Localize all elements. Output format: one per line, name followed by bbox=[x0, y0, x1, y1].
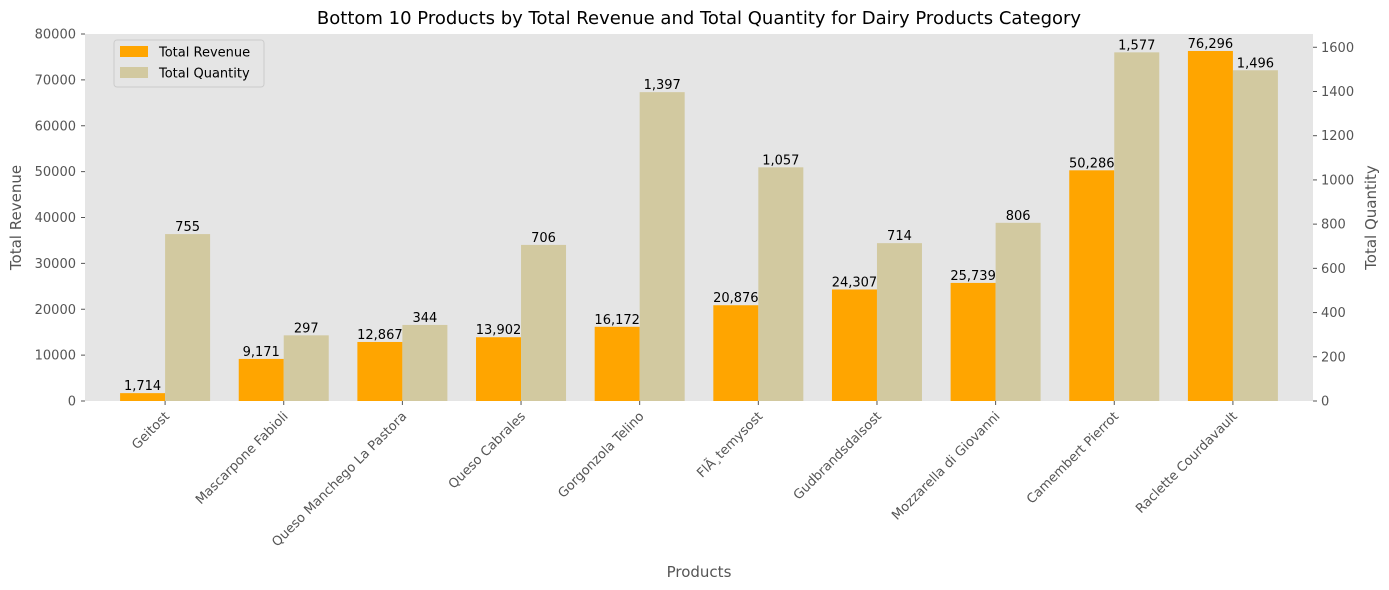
legend-swatch bbox=[120, 67, 148, 78]
x-tick-label: Mascarpone Fabioli bbox=[193, 409, 291, 507]
x-tick-label: FlÃ¸temysost bbox=[694, 409, 767, 482]
y-tick-label: 0 bbox=[68, 395, 76, 410]
quantity-bar-label: 344 bbox=[412, 311, 437, 326]
y2-tick-label: 200 bbox=[1321, 350, 1346, 365]
quantity-bar-label: 1,496 bbox=[1237, 56, 1274, 71]
x-tick-label: Camembert Pierrot bbox=[1024, 409, 1122, 507]
bar-labels-layer: 1,714 9,171 12,867 13,902 16,172 20,876 24,307… bbox=[124, 37, 1274, 394]
y-tick-label: 60000 bbox=[35, 119, 76, 134]
revenue-bar bbox=[238, 358, 284, 401]
x-tick-label: Gudbrandsdalsost bbox=[791, 409, 885, 503]
revenue-bar-label: 9,171 bbox=[243, 345, 280, 360]
quantity-bar-label: 297 bbox=[294, 321, 319, 336]
quantity-bar-label: 1,577 bbox=[1118, 38, 1155, 53]
quantity-bar bbox=[165, 234, 211, 401]
quantity-bar bbox=[402, 324, 448, 401]
quantity-bar bbox=[1232, 70, 1278, 402]
quantity-bar bbox=[995, 222, 1041, 401]
y2-tick-label: 1600 bbox=[1321, 41, 1354, 56]
left-axis: 0 10000 20000 30000 40000 50000 60000 70000 8000… bbox=[35, 28, 85, 410]
quantity-bar-label: 714 bbox=[887, 229, 912, 244]
right-axis: 0 200 400 600 800 1000 1200 1400 1600 bbox=[1313, 41, 1354, 410]
revenue-bar-label: 13,902 bbox=[476, 323, 522, 338]
quantity-bar bbox=[758, 167, 804, 401]
quantity-bar-label: 1,397 bbox=[644, 78, 681, 93]
revenue-bar bbox=[357, 341, 403, 401]
revenue-bar-label: 25,739 bbox=[950, 269, 996, 284]
x-tick-label: Raclette Courdavault bbox=[1133, 409, 1240, 516]
y2-tick-label: 600 bbox=[1321, 262, 1346, 277]
quantity-bar bbox=[521, 244, 567, 401]
revenue-bar bbox=[1187, 50, 1233, 402]
quantity-bar-label: 755 bbox=[175, 220, 200, 235]
y-tick-label: 20000 bbox=[35, 303, 76, 318]
x-tick-label: Gorgonzola Telino bbox=[555, 409, 647, 501]
revenue-bar bbox=[120, 393, 166, 401]
quantity-bar bbox=[283, 335, 329, 401]
revenue-bar bbox=[950, 282, 996, 401]
y-tick-label: 30000 bbox=[35, 257, 76, 272]
quantity-bar bbox=[876, 243, 922, 401]
y2-axis-label: Total Quantity bbox=[1362, 165, 1380, 271]
x-tick-label: Queso Cabrales bbox=[446, 409, 529, 492]
x-tick-label: Queso Manchego La Pastora bbox=[269, 409, 410, 550]
revenue-bar-label: 16,172 bbox=[594, 313, 640, 328]
quantity-bar bbox=[1114, 52, 1160, 401]
quantity-bar bbox=[639, 92, 685, 402]
revenue-bar bbox=[831, 289, 877, 401]
quantity-bar-label: 806 bbox=[1006, 209, 1031, 224]
y2-tick-label: 400 bbox=[1321, 306, 1346, 321]
revenue-bar bbox=[594, 326, 640, 401]
y2-tick-label: 1400 bbox=[1321, 85, 1354, 100]
legend-box bbox=[113, 39, 265, 88]
revenue-bar bbox=[1069, 170, 1115, 401]
revenue-bar bbox=[713, 305, 759, 401]
y-tick-label: 50000 bbox=[35, 165, 76, 180]
y-tick-label: 80000 bbox=[35, 28, 76, 43]
legend-label: Total Quantity bbox=[158, 67, 250, 82]
chart-title: Bottom 10 Products by Total Revenue and … bbox=[317, 8, 1081, 29]
revenue-bar-label: 50,286 bbox=[1069, 156, 1115, 171]
revenue-bar-label: 1,714 bbox=[124, 379, 161, 394]
y2-tick-label: 0 bbox=[1321, 395, 1329, 410]
legend-swatch bbox=[120, 46, 148, 57]
y-tick-label: 10000 bbox=[35, 349, 76, 364]
x-axis-label: Products bbox=[667, 563, 732, 581]
revenue-bar-label: 76,296 bbox=[1188, 37, 1234, 52]
bars-layer bbox=[120, 50, 1278, 402]
x-tick-label: Mozzarella di Giovanni bbox=[889, 409, 1003, 523]
y-tick-label: 70000 bbox=[35, 73, 76, 88]
revenue-bar-label: 24,307 bbox=[832, 275, 878, 290]
y2-tick-label: 1000 bbox=[1321, 173, 1354, 188]
legend-label: Total Revenue bbox=[158, 46, 250, 61]
y-tick-label: 40000 bbox=[35, 211, 76, 226]
y-axis-label: Total Revenue bbox=[7, 165, 25, 271]
revenue-bar-label: 12,867 bbox=[357, 328, 403, 343]
quantity-bar-label: 1,057 bbox=[762, 153, 799, 168]
legend: Total Revenue Total Quantity bbox=[113, 39, 265, 88]
revenue-bar bbox=[476, 337, 522, 401]
y2-tick-label: 1200 bbox=[1321, 129, 1354, 144]
quantity-bar-label: 706 bbox=[531, 231, 556, 246]
y2-tick-label: 800 bbox=[1321, 218, 1346, 233]
revenue-bar-label: 20,876 bbox=[713, 291, 759, 306]
x-tick-label: Geitost bbox=[129, 409, 173, 453]
